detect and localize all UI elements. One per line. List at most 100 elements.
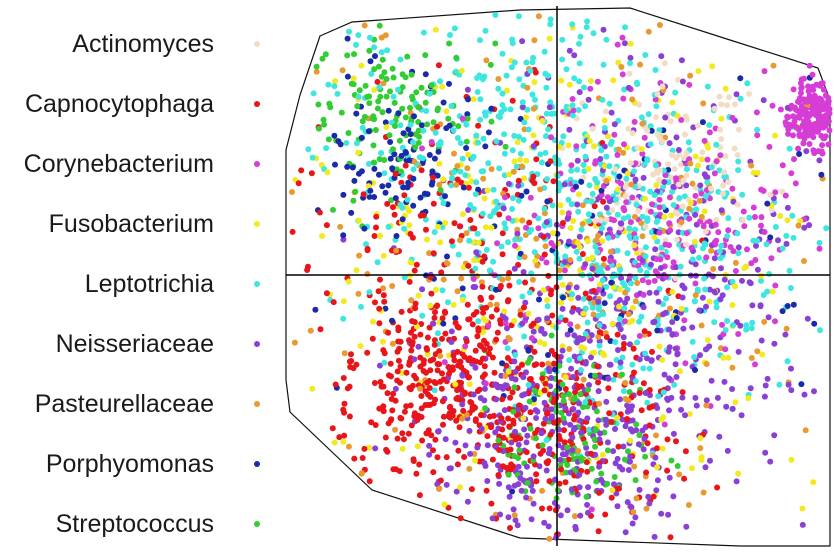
data-point [417,354,424,361]
data-point [353,140,360,147]
data-point [511,265,518,272]
data-point [488,166,495,173]
data-point [583,493,590,500]
data-point [383,76,390,82]
data-point [355,93,362,100]
data-point [820,124,827,131]
data-point [530,105,537,112]
data-point [465,96,471,103]
data-point [631,242,638,249]
data-point [748,260,755,267]
data-point [631,168,637,175]
data-point [706,122,713,129]
data-point [817,327,823,334]
data-point [639,213,646,220]
data-point [534,408,541,415]
data-point [380,383,387,390]
data-point [729,364,736,371]
data-point [604,480,611,487]
data-point [596,281,603,288]
data-point [625,214,632,220]
data-point [405,179,412,186]
data-point [470,276,477,282]
data-point [718,242,725,249]
data-point [483,487,490,494]
data-point [664,467,671,474]
data-point [547,291,554,298]
data-point [414,323,420,330]
data-point [679,203,686,210]
data-point [488,500,495,507]
data-point [567,327,574,333]
data-point [388,247,395,254]
data-point [692,192,699,199]
data-point [375,98,382,105]
data-point [346,28,352,35]
data-point [391,211,398,218]
data-point [596,329,603,336]
data-point [413,375,420,382]
data-point [588,198,595,205]
data-point [519,293,526,300]
data-point [760,187,767,194]
data-point [334,90,341,97]
data-point [402,114,409,121]
data-point [677,263,684,270]
data-point [345,130,352,136]
data-point [541,341,548,347]
data-point [535,316,542,323]
data-point [320,116,327,123]
data-point [459,401,466,408]
data-point [443,260,450,266]
data-point [627,458,633,465]
data-points [289,12,833,542]
data-point [800,109,806,116]
data-point [398,415,405,422]
data-point [439,83,446,90]
data-point [674,350,681,357]
data-point [644,440,651,447]
data-point [744,246,750,253]
data-point [500,434,507,441]
data-point [478,425,485,432]
data-point [785,381,792,388]
data-point [782,192,789,199]
data-point [652,454,659,461]
data-point [560,220,566,226]
legend-item: Pasteurellaceae [0,382,280,422]
data-point [355,149,362,156]
data-point [404,53,411,60]
data-point [739,191,746,198]
data-point [626,70,633,77]
data-point [525,126,532,133]
data-point [710,266,717,272]
data-point [401,225,408,232]
data-point [433,286,439,293]
data-point [653,182,660,189]
data-point [459,115,466,122]
data-point [457,237,464,244]
data-point [754,266,761,273]
data-point [761,318,768,325]
data-point [517,475,524,482]
data-point [624,295,631,302]
data-point [802,128,809,135]
data-point [731,145,738,152]
legend-swatch [254,41,260,47]
data-point [567,421,574,428]
data-point [687,160,694,167]
data-point [704,83,711,90]
data-point [522,299,529,306]
data-point [820,86,827,93]
data-point [451,357,458,364]
data-point [516,447,523,454]
data-point [700,100,707,107]
data-point [629,96,636,103]
data-point [543,110,550,117]
data-point [478,296,485,303]
data-point [591,203,598,210]
data-point [568,201,575,208]
data-point [818,80,825,87]
data-point [645,111,652,118]
data-point [403,204,410,211]
